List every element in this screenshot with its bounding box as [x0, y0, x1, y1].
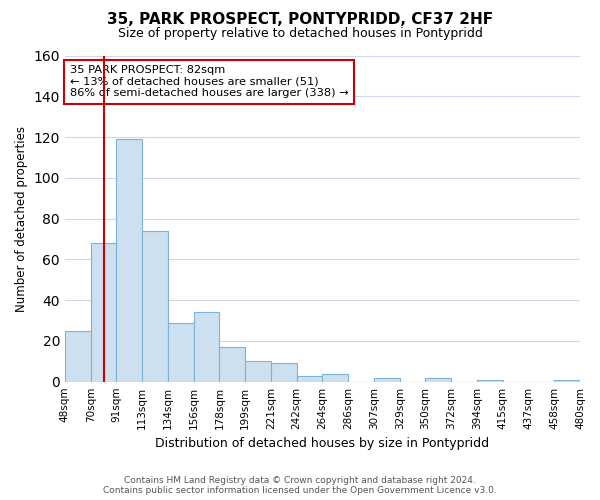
Bar [554, 380, 580, 382]
Bar [297, 376, 322, 382]
Y-axis label: Number of detached properties: Number of detached properties [15, 126, 28, 312]
Bar [91, 243, 116, 382]
Bar [220, 347, 245, 382]
Bar [322, 374, 348, 382]
Text: Contains HM Land Registry data © Crown copyright and database right 2024.
Contai: Contains HM Land Registry data © Crown c… [103, 476, 497, 495]
Bar [245, 362, 271, 382]
Bar [65, 330, 91, 382]
Bar [477, 380, 503, 382]
Bar [142, 231, 168, 382]
Bar [168, 322, 194, 382]
Bar [374, 378, 400, 382]
Text: Size of property relative to detached houses in Pontypridd: Size of property relative to detached ho… [118, 28, 482, 40]
X-axis label: Distribution of detached houses by size in Pontypridd: Distribution of detached houses by size … [155, 437, 490, 450]
Bar [116, 139, 142, 382]
Bar [271, 364, 297, 382]
Bar [425, 378, 451, 382]
Text: 35, PARK PROSPECT, PONTYPRIDD, CF37 2HF: 35, PARK PROSPECT, PONTYPRIDD, CF37 2HF [107, 12, 493, 28]
Bar [194, 312, 220, 382]
Text: 35 PARK PROSPECT: 82sqm
← 13% of detached houses are smaller (51)
86% of semi-de: 35 PARK PROSPECT: 82sqm ← 13% of detache… [70, 66, 349, 98]
